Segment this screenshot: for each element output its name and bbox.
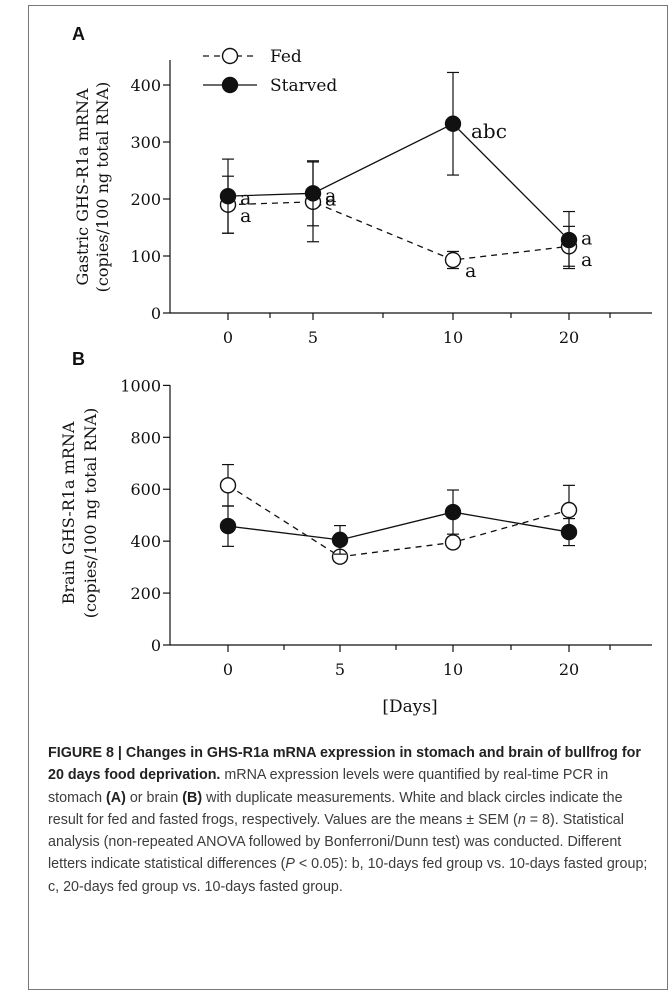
caption-text-5: < 0.05): b, 10-days fed group vs. 10-day… — [48, 856, 648, 895]
caption-panel-b-ref: (B) — [182, 789, 203, 806]
figure-frame — [28, 5, 668, 990]
caption-n-symbol: n — [517, 811, 526, 828]
caption-p-symbol: P — [285, 856, 295, 873]
x-axis-label: [Days] — [382, 697, 437, 717]
data-point-fed — [560, 501, 578, 519]
y-tick-label: 200 — [130, 584, 161, 603]
significance-label: a — [581, 227, 592, 249]
legend-marker-fed — [221, 47, 239, 65]
legend-label-starved: Starved — [270, 76, 337, 96]
significance-label: a — [240, 188, 251, 210]
x-tick-label: 5 — [308, 328, 318, 347]
figure-caption: FIGURE 8 | Changes in GHS-R1a mRNA expre… — [48, 742, 656, 898]
x-tick-label: 20 — [559, 328, 579, 347]
data-point-fed — [444, 534, 462, 551]
significance-label: a — [581, 249, 592, 271]
y-tick-label: 200 — [130, 190, 161, 209]
panel-letter: A — [72, 24, 85, 44]
data-point-fed — [219, 477, 237, 494]
x-tick-label: 20 — [559, 660, 579, 679]
y-tick-label: 300 — [130, 133, 161, 152]
significance-label: a — [240, 205, 251, 227]
data-point-starved — [331, 531, 349, 549]
data-point-starved — [560, 523, 578, 541]
y-tick-label: 600 — [130, 480, 161, 499]
x-tick-label: 0 — [223, 328, 233, 347]
data-point-starved — [444, 115, 462, 132]
panel-a: A 0 100 200 300 400 0 5 10 20 Gastric GHS-R1a mRNA… — [72, 24, 652, 347]
legend: Fed Starved — [203, 47, 337, 96]
significance-label: a — [325, 188, 336, 210]
y-tick-label: 0 — [151, 636, 161, 655]
series-line-fed — [227, 201, 570, 261]
series-line-starved — [227, 122, 570, 241]
data-point-starved — [444, 503, 462, 521]
data-point-fed — [444, 251, 462, 269]
significance-label: abc — [471, 119, 507, 143]
x-tick-label: 0 — [223, 660, 233, 679]
significance-label: a — [325, 185, 336, 207]
x-tick-label: 10 — [443, 660, 463, 679]
y-tick-label: 1000 — [120, 376, 161, 395]
caption-text-1: mRNA expression levels were quantified b… — [48, 767, 609, 806]
caption-text-2: or brain — [125, 789, 183, 806]
y-tick-label: 100 — [130, 247, 161, 266]
series-line-starved — [227, 511, 570, 541]
data-point-starved — [219, 187, 237, 205]
legend-marker-starved — [221, 76, 239, 94]
x-tick-label: 5 — [335, 660, 345, 679]
y-axis-label-line2: (copies/100 ng total RNA) — [93, 82, 112, 293]
panel-letter: B — [72, 349, 85, 369]
caption-panel-a-ref: (A) — [106, 789, 126, 806]
data-point-starved — [560, 231, 578, 249]
data-point-starved — [219, 517, 237, 535]
y-tick-label: 800 — [130, 428, 161, 447]
y-axis-label-line2: (copies/100 ng total RNA) — [81, 408, 100, 619]
significance-label: a — [465, 260, 476, 282]
y-axis-label-line1: Brain GHS-R1a mRNA — [59, 421, 78, 604]
series-line-fed — [227, 484, 570, 558]
y-tick-label: 400 — [130, 76, 161, 95]
data-point-starved — [304, 185, 322, 202]
panel-b: B 0 200 400 600 800 1000 0 5 10 20 Brain GHS-R1a mR… — [59, 349, 652, 717]
y-tick-label: 400 — [130, 532, 161, 551]
y-tick-label: 0 — [151, 304, 161, 323]
y-axis-label-line1: Gastric GHS-R1a mRNA — [73, 88, 92, 286]
x-tick-label: 10 — [443, 328, 463, 347]
caption-text-3: with duplicate measurements. White and b… — [48, 789, 623, 828]
caption-figure-label: FIGURE 8 | Changes in GHS-R1a mRNA expre… — [48, 745, 641, 784]
legend-label-fed: Fed — [270, 47, 302, 67]
caption-text-4: = 8). Statistical analysis (non-repeated… — [48, 811, 624, 873]
